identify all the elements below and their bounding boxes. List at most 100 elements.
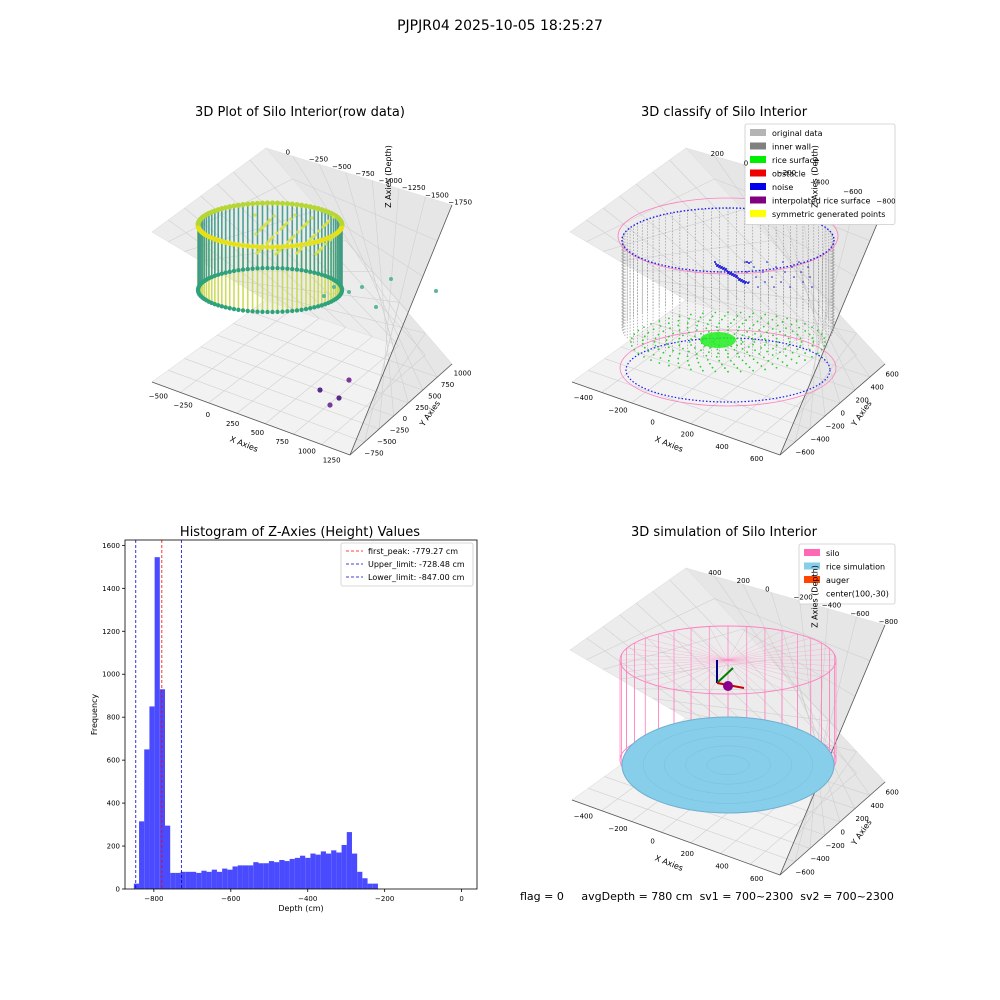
hist-bar	[242, 865, 249, 889]
cls-rice-point	[738, 326, 741, 328]
hist-bar	[175, 872, 181, 889]
cls-rice-point	[714, 370, 717, 373]
cls-grid	[660, 327, 772, 414]
raw-outlier-point	[322, 294, 326, 298]
cls-rice-point	[784, 348, 787, 350]
hist-frame	[124, 539, 478, 890]
cls-rice-point	[677, 319, 680, 322]
cls-rice-point	[643, 346, 646, 349]
cls-noise-point	[731, 274, 733, 276]
raw-y-tick: 500	[428, 392, 441, 400]
raw-x-tick: 1250	[323, 456, 341, 464]
cls-rice-point	[668, 317, 670, 320]
sim-grid	[636, 688, 800, 691]
raw-interior-point	[288, 238, 292, 242]
raw-interior-point	[331, 215, 335, 219]
cls-z-tick: 0	[744, 159, 748, 167]
cls-legend-label: original data	[772, 129, 823, 138]
cls-rice-point	[752, 358, 755, 361]
raw-top-point	[249, 201, 256, 207]
sim-legend-swatch	[804, 576, 820, 583]
cls-rice-point	[752, 323, 755, 326]
avg-depth-text: avgDepth = 780 cm	[581, 890, 693, 903]
cls-noise-point	[762, 271, 764, 273]
cls-rice-point	[690, 338, 692, 340]
cls-rice-point	[701, 312, 704, 315]
hist-legend-label: Upper_limit: -728.48 cm	[368, 560, 465, 569]
raw-grid	[293, 345, 400, 435]
raw-grid	[200, 346, 394, 417]
raw-interior-point	[276, 250, 280, 254]
cls-rice-point	[643, 335, 646, 338]
raw-top-point	[279, 200, 286, 206]
cls-rice-point	[804, 352, 807, 354]
cls-rice-point	[733, 348, 736, 351]
cls-rice-point	[637, 352, 640, 355]
cls-legend-label: symmetric generated points	[772, 210, 885, 219]
cls-y-tick: 0	[841, 410, 845, 418]
raw-interior-point	[272, 214, 276, 218]
raw-top-point	[298, 202, 305, 208]
cls-rice-point	[706, 358, 709, 361]
cls-rice-point	[630, 344, 633, 347]
cls-legend-swatch	[750, 210, 766, 217]
hist-bar	[232, 866, 238, 889]
cls-rice-point	[715, 356, 718, 358]
raw-interior-point	[266, 220, 270, 224]
cls-rice-point	[696, 357, 699, 360]
cls-noise-point	[802, 281, 804, 283]
sim-silo-roof	[727, 659, 811, 683]
cls-rice-point	[752, 369, 755, 372]
hist-bar	[274, 862, 280, 889]
hist-y-tick: 400	[107, 800, 120, 808]
cls-rice-point	[741, 341, 744, 343]
raw-interior-point	[289, 217, 293, 221]
cls-grid	[604, 358, 811, 430]
cls-rice-point	[733, 363, 735, 366]
hist-bar	[346, 832, 352, 889]
cls-grid	[603, 209, 743, 252]
cls-rice-point	[672, 349, 675, 352]
cls-x-tick: 600	[750, 455, 763, 463]
raw-interior-point	[267, 239, 271, 243]
raw-bottom-point	[339, 286, 345, 291]
cls-rice-point	[705, 327, 708, 330]
sim-legend-label: center(100,-30)	[826, 590, 889, 599]
sim-z-tick: −400	[822, 602, 841, 610]
cls-rice-point	[799, 344, 802, 347]
raw-top-point	[294, 242, 300, 248]
raw-top-point	[274, 200, 281, 206]
cls-noise-point	[720, 267, 722, 269]
raw-bottom-point	[303, 306, 309, 312]
cls-legend-label: rice surface	[772, 156, 819, 165]
cls-rice-point	[642, 339, 644, 341]
cls-rice-point	[804, 359, 806, 361]
hist-bar	[367, 883, 373, 889]
cls-rice-point	[697, 320, 700, 323]
cls-rice-point	[658, 362, 661, 364]
cls-noise-point	[722, 268, 724, 270]
cls-rice-point	[630, 337, 633, 340]
sim-legend-swatch	[804, 549, 820, 556]
cls-rice-point	[727, 325, 729, 328]
cls-rice-point	[741, 359, 744, 362]
sim-silo-roof	[727, 659, 798, 687]
cls-noise-point	[753, 266, 755, 268]
sim-z-label: Z Axies (Depth)	[811, 565, 820, 628]
raw-interior-point	[297, 249, 301, 253]
raw-z-tick: −1000	[379, 177, 403, 185]
flag-text: flag = 0	[520, 890, 564, 903]
sim-grid	[794, 751, 857, 840]
hist-bar	[216, 871, 223, 889]
cls-rice-point	[730, 322, 732, 325]
raw-z-tick: −1750	[448, 198, 472, 206]
hist-bar	[170, 872, 176, 889]
hist-bar	[372, 883, 378, 889]
raw-top-point	[264, 200, 271, 206]
raw-interior-point	[282, 244, 286, 248]
cls-rice-point	[771, 328, 774, 330]
sim-y-tick: 0	[841, 829, 845, 837]
cls-rice-point	[652, 353, 655, 356]
cls-rice-point	[688, 341, 691, 343]
cls-noise-point	[773, 286, 775, 288]
